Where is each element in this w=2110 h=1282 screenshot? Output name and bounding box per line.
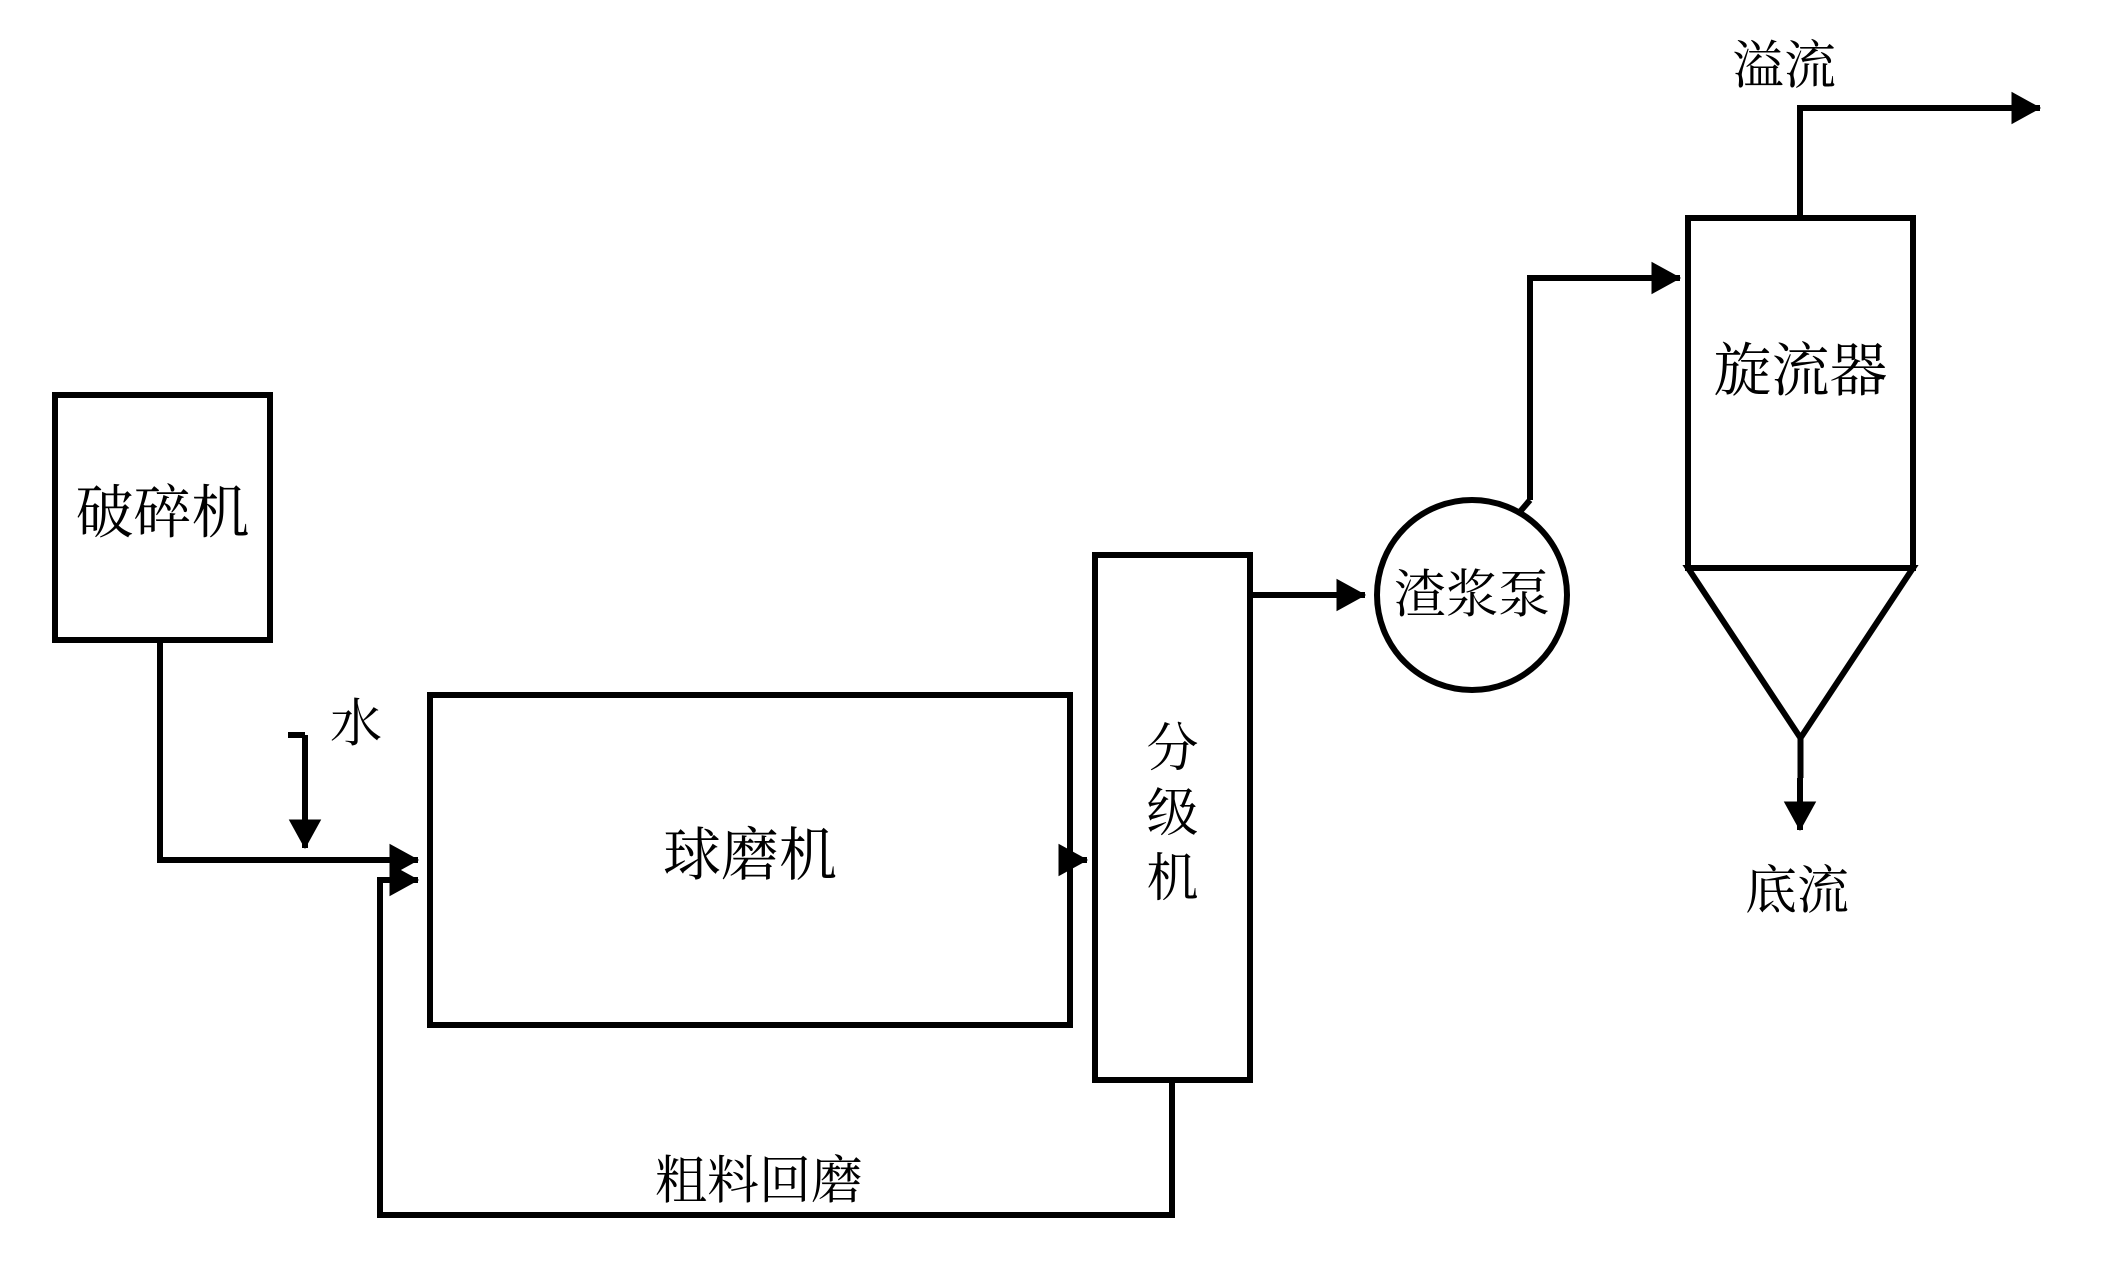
label-regrind: 粗料回磨 [655,1138,863,1213]
cyclone-label: 旋流器 [1713,323,1887,407]
edge-cyclone-overflow [1800,108,2040,218]
ball-mill-label: 球磨机 [663,808,837,892]
cyclone-cone [1688,568,1913,738]
classifier-label-char: 机 [1146,836,1198,911]
classifier-label-char: 分 [1146,706,1198,781]
edge-pump-stub [1519,500,1530,513]
classifier-label-char: 级 [1146,771,1198,846]
label-underflow: 底流 [1745,848,1849,923]
crusher-label: 破碎机 [75,465,249,549]
slurry-pump-label: 渣浆泵 [1394,552,1550,627]
edge-pump-to-cyclone [1530,278,1680,500]
label-overflow: 溢流 [1732,23,1836,98]
label-water: 水 [330,681,382,756]
